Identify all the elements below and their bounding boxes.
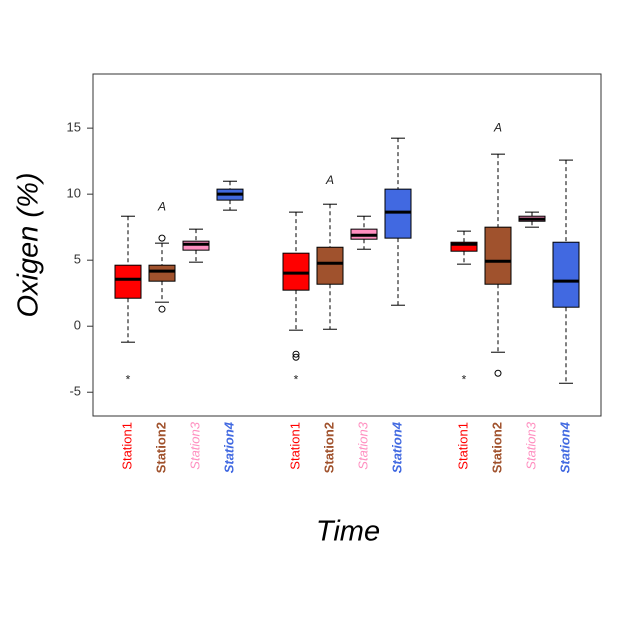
x-tick-label: Station3	[355, 421, 370, 469]
outlier	[292, 350, 300, 358]
box	[484, 226, 512, 285]
box	[450, 241, 478, 252]
outlier	[292, 353, 300, 361]
plot-frame	[92, 73, 602, 417]
x-tick-label: Station4	[389, 421, 404, 473]
y-axis-title: Oxigen (%)	[13, 172, 45, 317]
y-tick-label: 0	[74, 318, 81, 333]
x-tick-label: Station1	[455, 422, 470, 470]
box	[148, 264, 176, 282]
outlier	[158, 305, 166, 313]
x-tick-label: Station2	[489, 422, 504, 473]
annotation: *	[462, 373, 467, 387]
annotation: *	[126, 373, 131, 387]
box	[384, 188, 412, 239]
box	[114, 264, 142, 299]
outlier	[494, 369, 502, 377]
annotation: A	[493, 120, 502, 134]
x-tick-label: Station4	[557, 421, 572, 473]
box	[316, 246, 344, 285]
x-tick-label: Station4	[221, 421, 236, 473]
annotation: *	[294, 373, 299, 387]
y-tick-label: -5	[69, 384, 81, 399]
x-tick-label: Station3	[187, 421, 202, 469]
annotation: A	[157, 200, 166, 214]
outlier	[158, 234, 166, 242]
x-tick-label: Station3	[523, 421, 538, 469]
y-tick-label: 5	[74, 252, 81, 267]
x-tick-label: Station2	[153, 422, 168, 473]
x-tick-label: Station1	[287, 422, 302, 470]
x-axis-title: Time	[316, 516, 380, 548]
y-tick-label: 10	[67, 186, 81, 201]
y-tick-label: 15	[67, 120, 81, 135]
annotation: A	[325, 173, 334, 187]
x-tick-label: Station1	[119, 422, 134, 470]
box	[552, 241, 580, 308]
x-tick-label: Station2	[321, 422, 336, 473]
